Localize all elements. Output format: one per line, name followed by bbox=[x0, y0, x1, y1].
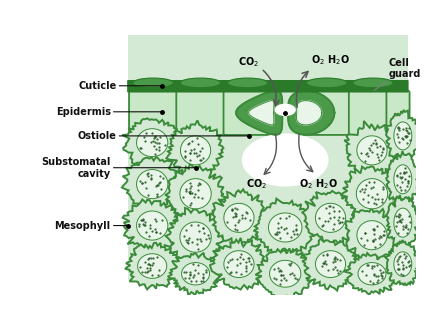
Polygon shape bbox=[386, 240, 421, 285]
Polygon shape bbox=[357, 221, 387, 250]
Polygon shape bbox=[356, 179, 388, 209]
Polygon shape bbox=[394, 208, 412, 237]
Polygon shape bbox=[138, 254, 167, 278]
Polygon shape bbox=[136, 129, 168, 156]
FancyBboxPatch shape bbox=[176, 91, 224, 135]
Polygon shape bbox=[248, 100, 274, 125]
Text: CO$_2$: CO$_2$ bbox=[238, 55, 259, 68]
Polygon shape bbox=[136, 170, 168, 199]
Text: Mesophyll: Mesophyll bbox=[54, 220, 128, 230]
Polygon shape bbox=[165, 164, 227, 223]
Polygon shape bbox=[358, 263, 386, 285]
Polygon shape bbox=[315, 203, 346, 232]
Polygon shape bbox=[122, 157, 183, 211]
Text: O$_2$ H$_2$O: O$_2$ H$_2$O bbox=[311, 53, 350, 67]
Polygon shape bbox=[181, 263, 209, 285]
Text: Epidermis: Epidermis bbox=[56, 107, 162, 117]
Polygon shape bbox=[181, 136, 211, 165]
Polygon shape bbox=[224, 203, 254, 232]
Polygon shape bbox=[344, 121, 401, 177]
Polygon shape bbox=[123, 199, 182, 252]
Polygon shape bbox=[166, 208, 224, 267]
Polygon shape bbox=[236, 91, 282, 135]
Polygon shape bbox=[168, 252, 223, 296]
Text: Substomatal
cavity: Substomatal cavity bbox=[41, 157, 196, 179]
Text: Ostiole: Ostiole bbox=[78, 131, 248, 141]
Polygon shape bbox=[269, 260, 301, 287]
Polygon shape bbox=[386, 195, 419, 250]
Polygon shape bbox=[210, 238, 266, 290]
FancyBboxPatch shape bbox=[129, 91, 177, 135]
Polygon shape bbox=[302, 191, 359, 245]
FancyBboxPatch shape bbox=[349, 91, 397, 135]
Polygon shape bbox=[288, 91, 334, 135]
Polygon shape bbox=[213, 189, 268, 245]
Ellipse shape bbox=[306, 78, 347, 88]
Polygon shape bbox=[394, 122, 412, 150]
Polygon shape bbox=[345, 207, 399, 265]
Text: O$_2$ H$_2$O: O$_2$ H$_2$O bbox=[299, 177, 338, 191]
Ellipse shape bbox=[353, 78, 393, 88]
Polygon shape bbox=[357, 136, 387, 165]
Text: CO$_2$: CO$_2$ bbox=[246, 177, 267, 191]
FancyBboxPatch shape bbox=[302, 91, 351, 135]
Polygon shape bbox=[255, 248, 316, 299]
Polygon shape bbox=[386, 151, 419, 207]
FancyBboxPatch shape bbox=[387, 91, 410, 135]
Polygon shape bbox=[125, 243, 181, 289]
Polygon shape bbox=[180, 179, 211, 209]
Ellipse shape bbox=[242, 133, 329, 187]
Ellipse shape bbox=[180, 78, 221, 88]
Polygon shape bbox=[394, 252, 412, 276]
Polygon shape bbox=[180, 222, 211, 252]
FancyBboxPatch shape bbox=[224, 91, 272, 135]
Polygon shape bbox=[166, 120, 224, 178]
Polygon shape bbox=[296, 100, 322, 125]
Ellipse shape bbox=[227, 78, 268, 88]
Ellipse shape bbox=[275, 104, 296, 116]
FancyBboxPatch shape bbox=[127, 80, 408, 92]
Polygon shape bbox=[224, 251, 254, 277]
Polygon shape bbox=[315, 251, 346, 277]
Polygon shape bbox=[122, 118, 183, 170]
Polygon shape bbox=[254, 199, 318, 256]
Text: Cuticle: Cuticle bbox=[78, 81, 162, 91]
Text: Cell
guard: Cell guard bbox=[374, 58, 421, 91]
Polygon shape bbox=[136, 211, 168, 240]
Polygon shape bbox=[341, 253, 399, 294]
Polygon shape bbox=[128, 35, 408, 281]
Polygon shape bbox=[269, 213, 302, 242]
Polygon shape bbox=[302, 239, 358, 291]
Polygon shape bbox=[341, 166, 400, 222]
Polygon shape bbox=[386, 110, 422, 164]
Ellipse shape bbox=[133, 78, 173, 88]
Polygon shape bbox=[394, 165, 412, 194]
